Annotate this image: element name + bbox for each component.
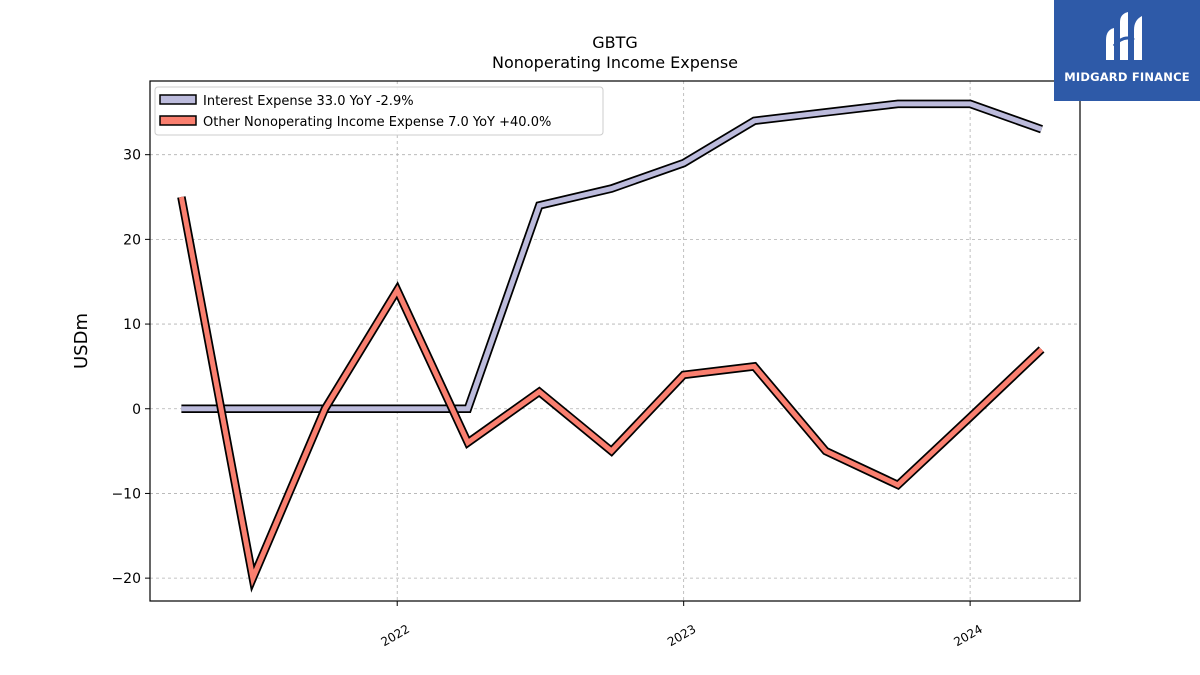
data-point-other-nonoperating-income-expense [252,577,254,579]
data-point-interest-expense [252,408,254,410]
y-tick-label: 30 [123,148,141,164]
x-tick-label: 2022 [378,622,411,649]
legend-swatch-other-nonoperating [159,115,197,126]
data-point-interest-expense [753,120,755,122]
series-line-other-nonoperating-income-expense [178,196,1044,587]
logo-text: MIDGARD FINANCE [1064,70,1190,84]
data-point-other-nonoperating-income-expense [897,484,899,486]
x-tick-label: 2023 [665,622,698,649]
x-axis-ticks: 2022 2023 2024 [378,601,985,649]
data-point-other-nonoperating-income-expense [825,450,827,452]
data-point-other-nonoperating-income-expense [180,196,182,198]
data-point-interest-expense [396,408,398,410]
data-point-other-nonoperating-income-expense [538,391,540,393]
series-line-interest-expense [181,101,1043,412]
series-outline-other-nonoperating-income-expense [177,196,1045,593]
chart-title: GBTG [592,33,638,52]
legend-box [154,86,604,136]
data-point-other-nonoperating-income-expense [396,289,398,291]
y-tick-label: 20 [123,232,141,248]
data-point-interest-expense [897,103,899,105]
legend-swatch-interest-expense [159,94,197,105]
data-point-other-nonoperating-income-expense [1041,348,1043,350]
y-tick-label: −10 [111,486,141,502]
y-tick-label: 10 [123,317,141,333]
data-point-other-nonoperating-income-expense [610,450,612,452]
plot-frame [149,80,1081,602]
x-tick-label: 2024 [951,622,984,649]
data-point-interest-expense [969,103,971,105]
series-outline-interest-expense [181,99,1043,414]
data-point-interest-expense [610,188,612,190]
data-point-interest-expense [1041,128,1043,130]
legend-label-interest-expense: Interest Expense 33.0 YoY -2.9% [203,94,414,109]
data-point-other-nonoperating-income-expense [753,365,755,367]
data-point-interest-expense [467,408,469,410]
chart-subtitle: Nonoperating Income Expense [492,53,738,72]
data-point-other-nonoperating-income-expense [467,442,469,444]
series-lines [177,99,1045,593]
midgard-finance-logo: MIDGARD FINANCE [1054,0,1200,101]
y-axis-ticks: 30 20 10 0 −10 −20 [111,148,150,587]
y-axis-label: USDm [71,313,92,369]
grid-lines [150,81,1080,601]
data-point-interest-expense [825,111,827,113]
legend-label-other-nonoperating: Other Nonoperating Income Expense 7.0 Yo… [203,115,551,130]
y-tick-label: −20 [111,571,141,587]
data-point-other-nonoperating-income-expense [683,374,685,376]
data-point-interest-expense [180,408,182,410]
data-point-other-nonoperating-income-expense [324,408,326,410]
y-tick-label: 0 [132,402,141,418]
data-point-interest-expense [683,162,685,164]
logo-mark-icon [1106,12,1142,60]
data-point-other-nonoperating-income-expense [969,416,971,418]
legend: Interest Expense 33.0 YoY -2.9% Other No… [154,86,604,136]
data-point-interest-expense [538,204,540,206]
